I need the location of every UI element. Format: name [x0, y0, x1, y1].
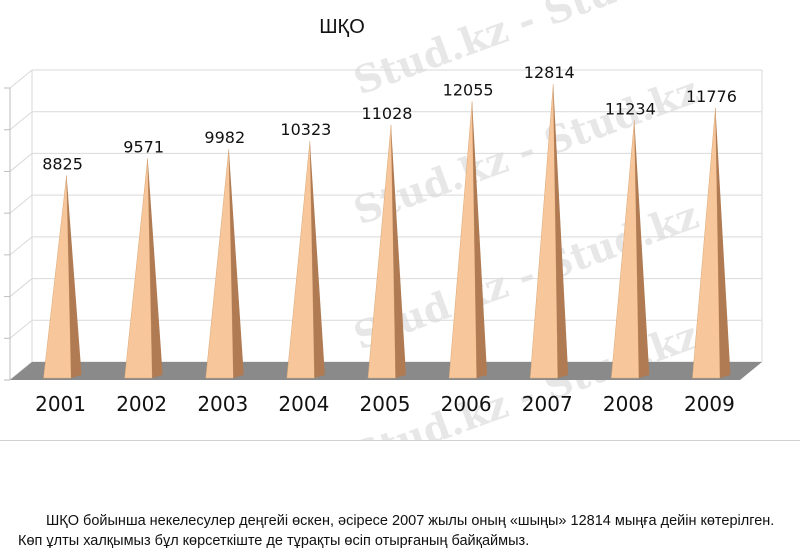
bar-face [692, 107, 721, 379]
x-tick-label: 2001 [35, 392, 86, 416]
bar-face [529, 83, 559, 379]
gridline-side [9, 194, 33, 214]
gridline-side [9, 69, 33, 89]
bar-side [309, 141, 325, 378]
bar-side [228, 148, 244, 378]
bar-face [448, 101, 477, 379]
bar-side [553, 84, 569, 379]
bar-face [124, 158, 153, 379]
bar-2001 [43, 175, 82, 379]
chart-frame: Stud.kz - Stud.kz Stud.kz - Stud.kz Stud.k… [0, 0, 800, 441]
gridline-side [9, 319, 33, 339]
bar-2008 [611, 120, 650, 379]
bar-side [634, 120, 650, 378]
bar-2005 [367, 124, 406, 379]
caption-paragraph: ШҚО бойынша некелесулер деңгейі өскен, ә… [18, 513, 775, 549]
bar-face [286, 141, 315, 379]
bar-2009 [692, 107, 731, 379]
data-label: 12055 [443, 80, 494, 99]
bars-layer [43, 83, 731, 379]
data-label: 11776 [686, 87, 737, 106]
x-tick-label: 2006 [441, 392, 492, 416]
data-label: 12814 [524, 63, 575, 82]
data-label: 11028 [362, 104, 413, 123]
data-label: 10323 [280, 120, 331, 139]
gridline-side [9, 111, 33, 131]
bar-face [205, 148, 234, 379]
bar-side [472, 101, 488, 378]
bar-side [715, 107, 731, 378]
gridline-side [9, 278, 33, 297]
bar-side [66, 175, 82, 378]
x-tick-label: 2007 [522, 392, 573, 416]
x-tick-label: 2004 [278, 392, 329, 416]
bar-2002 [124, 158, 163, 379]
bar-2003 [205, 148, 244, 379]
bar-face [43, 175, 72, 379]
bar-2007 [529, 83, 569, 379]
x-tick-label: 2003 [197, 392, 248, 416]
gridline-side [9, 153, 33, 172]
data-label: 9571 [123, 137, 164, 156]
data-label: 8825 [42, 155, 83, 174]
bar-2004 [286, 141, 325, 379]
labels-layer: 8825 9571 9982 10323 11028 12055 12814 11234 117… [42, 63, 737, 174]
bar-2006 [448, 101, 488, 379]
x-tick-label: 2009 [684, 392, 735, 416]
ticks-layer: 2001 2002 2003 2004 2005 2006 2007 2008 2009 [35, 392, 735, 416]
bar-face [367, 124, 396, 379]
x-tick-label: 2002 [116, 392, 167, 416]
data-label: 9982 [204, 128, 245, 147]
data-label: 11234 [605, 99, 656, 118]
bar-side [147, 158, 163, 378]
chart-title: ШҚО [319, 16, 365, 38]
bar-side [391, 124, 406, 378]
gridline-side [9, 236, 33, 256]
x-tick-label: 2005 [360, 392, 411, 416]
x-tick-label: 2008 [603, 392, 654, 416]
